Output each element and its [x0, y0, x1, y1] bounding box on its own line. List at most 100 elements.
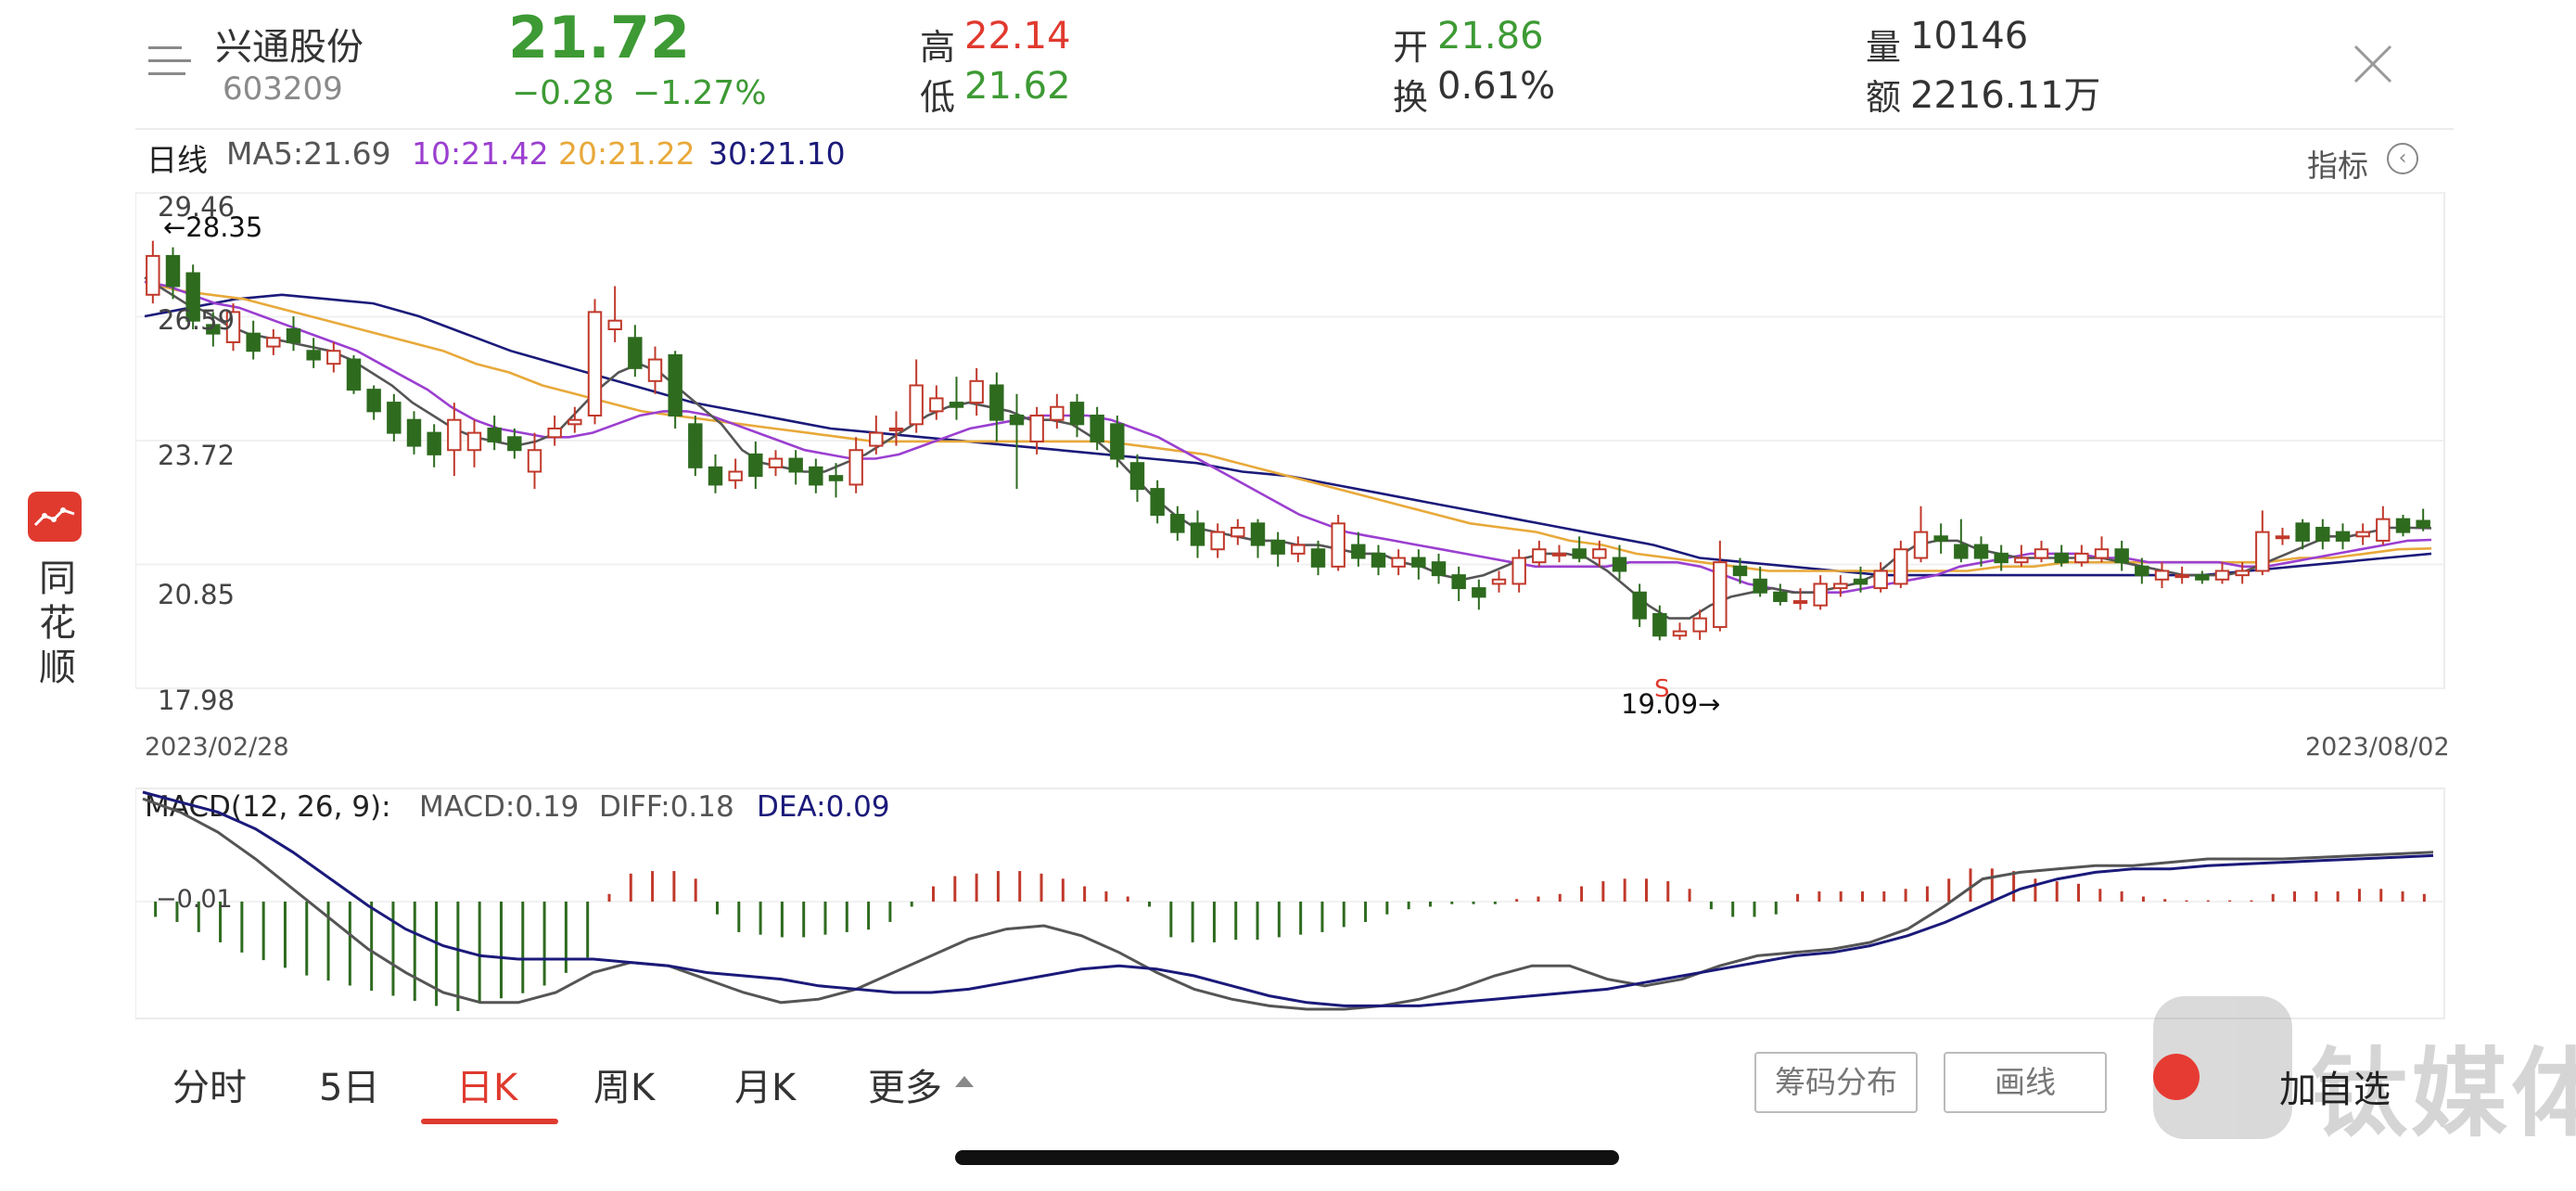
price-change-pct: −1.27%	[632, 74, 767, 112]
candle-up	[2275, 535, 2290, 540]
tab-5day[interactable]: 5日	[319, 1067, 380, 1109]
candle-down	[949, 402, 964, 408]
candle-down	[2295, 522, 2310, 542]
high-value: 22.14	[964, 15, 1071, 58]
candle-down	[688, 423, 703, 468]
candle-up	[1050, 405, 1065, 421]
tab-weekly-k[interactable]: 周K	[593, 1067, 656, 1109]
chip-distribution-button[interactable]: 筹码分布	[1754, 1052, 1918, 1113]
candle-up	[909, 384, 924, 426]
candle-down	[427, 431, 441, 455]
candle-up	[869, 431, 884, 447]
candle-down	[1572, 548, 1587, 559]
candle-up	[2034, 548, 2049, 559]
candle-down	[165, 254, 181, 288]
candle-down	[1411, 557, 1426, 568]
end-date: 2023/08/02	[2305, 733, 2450, 762]
candle-up	[2014, 557, 2029, 564]
tab-daily-k[interactable]: 日K	[456, 1067, 518, 1109]
candle-down	[286, 327, 301, 343]
candle-up	[2235, 570, 2250, 577]
add-favorite-button[interactable]: 加自选	[2279, 1069, 2391, 1111]
add-favorite-icon[interactable]	[2153, 1054, 2200, 1100]
ma10-legend: 10:21.42	[412, 135, 549, 172]
app-name-char: 同	[39, 557, 76, 600]
candle-up	[728, 470, 743, 481]
candle-down	[206, 324, 221, 335]
candle-down	[1994, 552, 2009, 564]
candle-down	[185, 272, 200, 322]
stock-name: 兴通股份	[215, 26, 363, 69]
period-tabs: 分时 5日 日K 周K 月K 更多	[135, 1048, 2454, 1132]
candle-up	[547, 427, 562, 439]
high-label: 高	[920, 27, 956, 68]
chevron-left-circle-icon[interactable]: ‹	[2387, 143, 2418, 174]
candle-up	[1913, 531, 1929, 559]
indicator-button[interactable]: 指标	[2307, 147, 2368, 184]
candle-down	[748, 453, 763, 478]
candle-down	[1612, 557, 1627, 572]
ma20-legend: 20:21.22	[558, 135, 695, 172]
candle-up	[1491, 578, 1507, 585]
candle-down	[1853, 578, 1868, 585]
candle-down	[1250, 522, 1266, 546]
candle-down	[2114, 548, 2129, 564]
candle-up	[607, 319, 622, 330]
close-icon[interactable]	[2352, 43, 2394, 85]
candle-down	[366, 389, 381, 413]
tab-intraday[interactable]: 分时	[172, 1067, 247, 1109]
candle-up	[527, 449, 542, 473]
candle-down	[1371, 552, 1386, 568]
candle-down	[628, 337, 643, 369]
candle-up	[1532, 548, 1547, 564]
candle-down	[828, 475, 844, 481]
candle-down	[1773, 591, 1788, 603]
last-price: 21.72	[508, 4, 691, 71]
candle-down	[346, 358, 362, 391]
macd-chart[interactable]	[135, 779, 2454, 1030]
macd-title: MACD(12, 26, 9):	[145, 790, 391, 824]
diff-value: DIFF:0.18	[599, 790, 734, 824]
candle-down	[2195, 574, 2210, 581]
caret-up-icon[interactable]	[955, 1076, 974, 1087]
watermark-text: 钛媒体	[2311, 1037, 2576, 1150]
candle-up	[1713, 561, 1728, 628]
candle-down	[306, 350, 321, 361]
ma30-legend: 30:21.10	[708, 135, 846, 172]
candle-up	[225, 311, 241, 343]
draw-line-button[interactable]: 画线	[1944, 1052, 2107, 1113]
candle-up	[1672, 630, 1688, 637]
start-date: 2023/02/28	[145, 733, 289, 762]
kline-chart[interactable]	[135, 186, 2454, 742]
macd-value: MACD:0.19	[419, 790, 580, 824]
candle-up	[1894, 548, 1908, 585]
candle-down	[246, 332, 261, 352]
menu-icon[interactable]	[148, 39, 195, 85]
tab-more[interactable]: 更多	[868, 1067, 942, 1109]
candle-down	[1973, 544, 1989, 559]
candle-down	[708, 466, 723, 486]
candle-up	[2154, 570, 2170, 581]
app-name-char: 顺	[39, 647, 76, 689]
candle-up	[1592, 548, 1607, 559]
min-price-label: 19.09→	[1621, 688, 1721, 720]
candle-up	[587, 311, 603, 417]
y-tick-label: 29.46	[158, 191, 236, 223]
ma5-line	[144, 276, 2432, 620]
candle-up	[888, 427, 904, 431]
candle-up	[969, 379, 984, 404]
candle-up	[1231, 526, 1245, 538]
candle-down	[1190, 522, 1205, 546]
candle-up	[1692, 617, 1707, 633]
dea-value: DEA:0.09	[757, 790, 890, 824]
macd-y-tick: −0.01	[156, 885, 233, 914]
candle-down	[2054, 552, 2069, 564]
candle-down	[1431, 561, 1447, 577]
app-name-char: 花	[39, 602, 76, 645]
candle-up	[2094, 548, 2110, 559]
candle-up	[1813, 583, 1828, 607]
candle-up	[1833, 583, 1848, 590]
candle-down	[2135, 565, 2149, 577]
candle-down	[1110, 423, 1125, 460]
tab-monthly-k[interactable]: 月K	[734, 1067, 797, 1109]
